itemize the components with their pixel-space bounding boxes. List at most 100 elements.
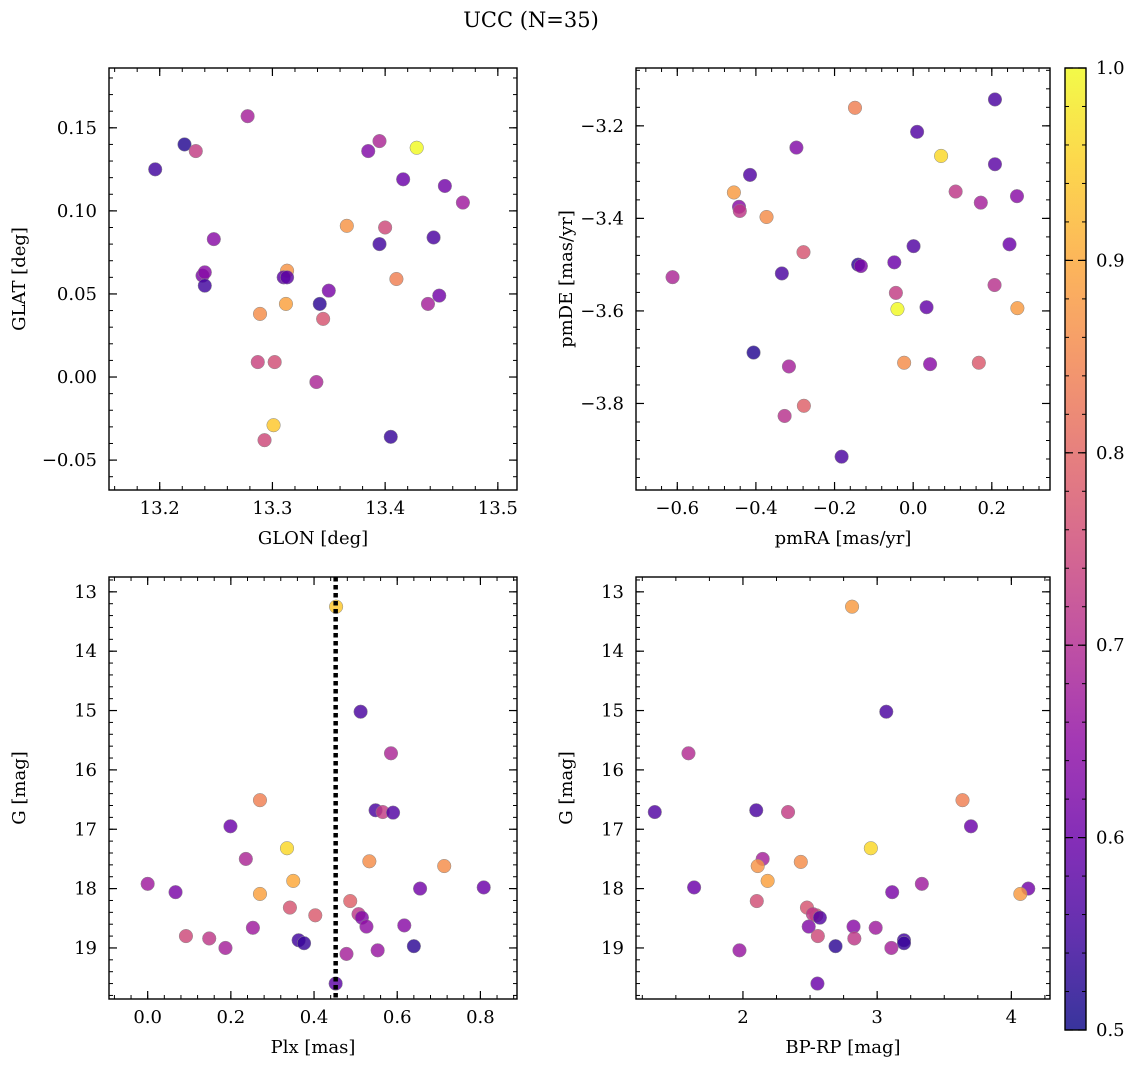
points-layer (665, 92, 1025, 464)
data-point (812, 910, 827, 925)
data-point (420, 296, 436, 311)
points-layer (140, 599, 491, 991)
data-point (279, 841, 295, 856)
data-point (378, 220, 393, 235)
data-point (828, 939, 843, 954)
data-point (437, 178, 452, 194)
data-point (177, 137, 192, 152)
data-point (343, 894, 358, 909)
data-point (759, 209, 774, 225)
data-point (316, 311, 331, 326)
data-point (665, 270, 680, 285)
y-tick-label: −3.2 (580, 116, 624, 137)
data-point (353, 704, 368, 719)
data-point (887, 255, 902, 270)
data-point (252, 886, 268, 901)
y-tick-label: −3.6 (580, 301, 624, 322)
data-point (681, 746, 696, 761)
data-point (308, 908, 323, 923)
data-point (437, 858, 452, 874)
points-layer (148, 109, 470, 448)
y-tick-label: 0.00 (57, 367, 97, 388)
data-point (749, 803, 764, 818)
data-point (178, 929, 193, 944)
data-point (266, 418, 281, 433)
data-point (282, 900, 297, 915)
colorbar-tick-label: 1.0 (1096, 58, 1125, 79)
y-tick-label: 13 (74, 582, 97, 603)
panel-glon-glat: 13.2 13.3 13.4 13.5 −0.05 0.00 0.05 0.10 0.15 GLO… (9, 67, 518, 549)
y-tick-label: 14 (601, 641, 624, 662)
data-point (879, 704, 894, 719)
y-tick-label: 19 (74, 938, 97, 959)
y-tick-label: 14 (74, 641, 97, 662)
x-tick-label: −0.6 (655, 498, 699, 519)
data-point (810, 929, 825, 944)
points-layer (647, 599, 1036, 991)
data-point (386, 805, 401, 820)
data-point (321, 283, 336, 298)
colorbar-gradient (1065, 68, 1086, 1030)
data-point (252, 306, 268, 321)
data-point (361, 144, 376, 159)
data-point (796, 398, 811, 413)
y-axis-label: GLAT [deg] (9, 227, 30, 331)
data-point (312, 296, 327, 311)
data-point (847, 931, 862, 946)
data-point (148, 162, 163, 177)
data-point (884, 940, 899, 956)
y-tick-label: 0.15 (57, 118, 97, 139)
data-point (796, 245, 811, 260)
y-tick-label: 13 (601, 582, 624, 603)
data-point (732, 203, 747, 219)
data-point (746, 345, 761, 360)
x-tick-label: 0.6 (383, 1007, 412, 1028)
data-point (278, 296, 294, 311)
data-point (777, 408, 792, 424)
data-point (801, 919, 816, 934)
y-axis-label: G [mag] (9, 751, 30, 824)
data-point (890, 302, 905, 317)
data-point (732, 943, 747, 958)
x-axis-label: Plx [mas] (271, 1037, 356, 1058)
data-point (359, 919, 374, 934)
x-tick-label: 0.8 (466, 1007, 495, 1028)
data-point (647, 804, 662, 820)
colorbar-tick-label: 0.6 (1096, 828, 1125, 849)
data-point (847, 100, 863, 115)
data-point (987, 277, 1002, 293)
x-tick-label: −0.4 (734, 498, 778, 519)
axes-frame (635, 67, 1051, 491)
data-point (780, 804, 796, 820)
data-point (687, 880, 702, 895)
data-point (955, 793, 970, 808)
x-tick-label: 0.2 (217, 1007, 246, 1028)
data-point (476, 880, 491, 895)
y-axis-label: pmDE [mas/yr] (556, 210, 577, 348)
data-point (383, 746, 399, 761)
colorbar-tick-label: 0.8 (1096, 443, 1125, 464)
data-point (397, 918, 412, 933)
data-point (853, 258, 868, 274)
data-point (910, 124, 925, 139)
x-axis-label: BP-RP [mag] (785, 1037, 900, 1058)
y-tick-label: 0.05 (57, 284, 97, 305)
data-point (370, 943, 385, 958)
data-point (863, 841, 878, 856)
x-axis-label: GLON [deg] (258, 528, 368, 549)
data-point (834, 449, 849, 464)
data-point (206, 232, 221, 247)
data-point (845, 599, 860, 614)
data-point (197, 265, 212, 280)
data-point (383, 429, 398, 444)
data-point (297, 936, 312, 951)
data-point (1013, 886, 1028, 901)
data-point (781, 359, 796, 374)
panel-pmra-pmde: −0.6 −0.4 −0.2 0.0 0.2 −3.8 −3.6 −3.4 −3.2 pmRA [… (556, 67, 1051, 549)
data-point (238, 851, 253, 866)
data-point (240, 109, 255, 124)
data-point (846, 919, 861, 934)
data-point (914, 876, 929, 891)
y-tick-label: 0.10 (57, 201, 97, 222)
